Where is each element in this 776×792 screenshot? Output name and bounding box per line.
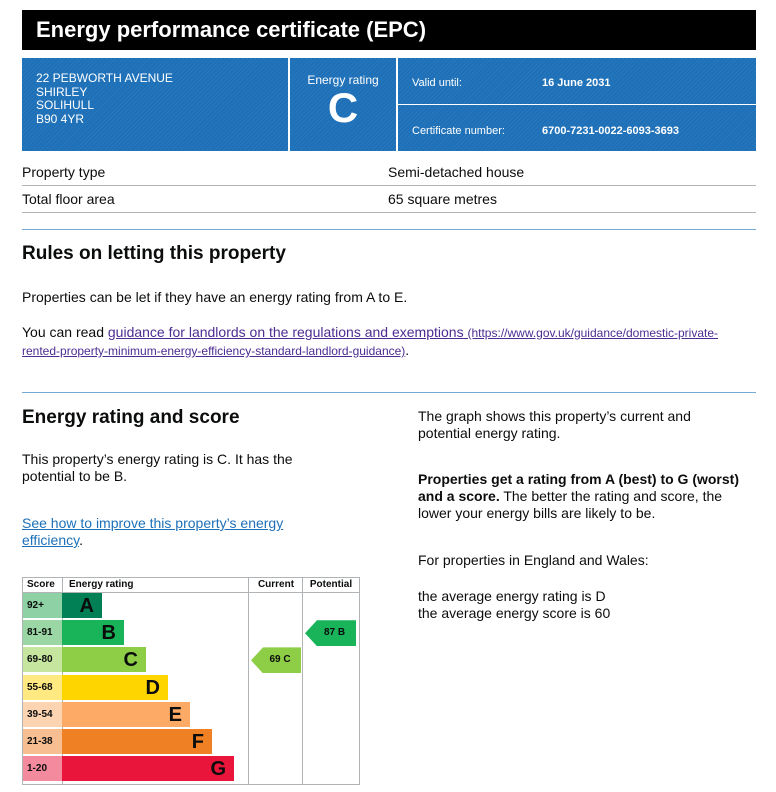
improve-link-suffix: . xyxy=(79,532,83,548)
band-score-g: 1-20 xyxy=(23,756,62,782)
current-rating-arrow: 69 C xyxy=(251,647,301,674)
rating-explanation-rest: The better the rating and score, the low… xyxy=(418,488,723,521)
guidance-link-url[interactable]: (https://www.gov.uk/guidance/domestic-pr… xyxy=(22,326,719,358)
address-block: 22 PEBWORTH AVENUE SHIRLEY SOLIHULL B90 … xyxy=(22,58,288,151)
rating-explanation: Properties get a rating from A (best) to… xyxy=(418,471,758,522)
potential-header: Potential xyxy=(309,579,353,590)
band-score-c: 69-80 xyxy=(23,647,62,673)
page-title: Energy performance certificate (EPC) xyxy=(22,10,756,50)
average-score: the average energy score is 60 xyxy=(418,605,611,621)
band-bar-c: C xyxy=(62,647,146,673)
band-bar-d: D xyxy=(62,674,168,700)
improve-efficiency-link[interactable]: See how to improve this property’s energ… xyxy=(22,515,284,548)
certificate-number-row: Certificate number: 6700-7231-0022-6093-… xyxy=(412,125,679,137)
divider xyxy=(302,578,303,784)
guidance-suffix: . xyxy=(405,342,410,358)
guidance-link[interactable]: guidance for landlords on the regulation… xyxy=(22,324,718,358)
rating-explanation-bold: Properties get a rating from A (best) to… xyxy=(418,471,739,504)
property-type-label: Property type xyxy=(22,164,106,180)
rating-header: Energy rating xyxy=(69,579,134,590)
energy-rating-label: Energy rating xyxy=(307,73,379,87)
letting-heading: Rules on letting this property xyxy=(22,243,286,264)
floor-area-row: Total floor area 65 square metres xyxy=(22,186,756,213)
address-line: SHIRLEY xyxy=(36,84,88,99)
address-line: B90 4YR xyxy=(36,111,85,126)
address-line: SOLIHULL xyxy=(36,98,95,112)
current-header: Current xyxy=(257,579,295,590)
divider xyxy=(23,592,359,593)
band-score-a: 92+ xyxy=(23,593,62,618)
band-score-b: 81-91 xyxy=(23,620,62,646)
energy-rating-box: Energy rating C xyxy=(290,58,396,151)
average-rating: the average energy rating is D xyxy=(418,588,606,604)
valid-until-label: Valid until: xyxy=(412,77,462,89)
divider xyxy=(248,578,249,784)
band-score-f: 21-38 xyxy=(23,729,62,754)
floor-area-value: 65 square metres xyxy=(388,191,497,207)
band-bar-e: E xyxy=(62,701,190,727)
energy-score-para: This property’s energy rating is C. It h… xyxy=(22,451,293,484)
improve-link-para: See how to improve this property’s energ… xyxy=(22,515,322,549)
certificate-box: Valid until: 16 June 2031 Certificate nu… xyxy=(398,58,756,151)
guidance-prefix: You can read xyxy=(22,324,108,340)
certificate-number-label: Certificate number: xyxy=(412,125,505,137)
band-bar-b: B xyxy=(62,620,124,646)
band-bar-g: G xyxy=(62,756,234,782)
valid-until-row: Valid until: 16 June 2031 xyxy=(412,77,611,89)
letting-guidance-para: You can read guidance for landlords on t… xyxy=(22,324,756,360)
section-divider xyxy=(22,392,756,393)
potential-rating-arrow: 87 B xyxy=(305,620,356,647)
divider xyxy=(398,104,756,105)
letting-para: Properties can be let if they have an en… xyxy=(22,289,408,305)
england-wales-label: For properties in England and Wales: xyxy=(418,552,649,568)
band-score-e: 39-54 xyxy=(23,701,62,727)
band-score-d: 55-68 xyxy=(23,674,62,700)
valid-until-value: 16 June 2031 xyxy=(542,77,611,89)
band-bar-a: A xyxy=(62,593,102,618)
section-divider xyxy=(22,229,756,230)
band-bar-f: F xyxy=(62,729,212,754)
graph-explanation: The graph shows this property’s current … xyxy=(418,408,691,441)
energy-rating-value: C xyxy=(327,84,359,131)
property-type-row: Property type Semi-detached house xyxy=(22,159,756,186)
certificate-number-value: 6700-7231-0022-6093-3693 xyxy=(542,125,680,137)
property-type-value: Semi-detached house xyxy=(388,164,525,180)
guidance-link-text[interactable]: guidance for landlords on the regulation… xyxy=(107,324,464,340)
score-header: Score xyxy=(27,579,55,590)
energy-score-heading: Energy rating and score xyxy=(22,407,240,428)
floor-area-label: Total floor area xyxy=(22,191,115,207)
address-line: 22 PEBWORTH AVENUE xyxy=(36,71,173,85)
energy-rating-chart: Score Energy rating Current Potential 92… xyxy=(22,577,360,785)
